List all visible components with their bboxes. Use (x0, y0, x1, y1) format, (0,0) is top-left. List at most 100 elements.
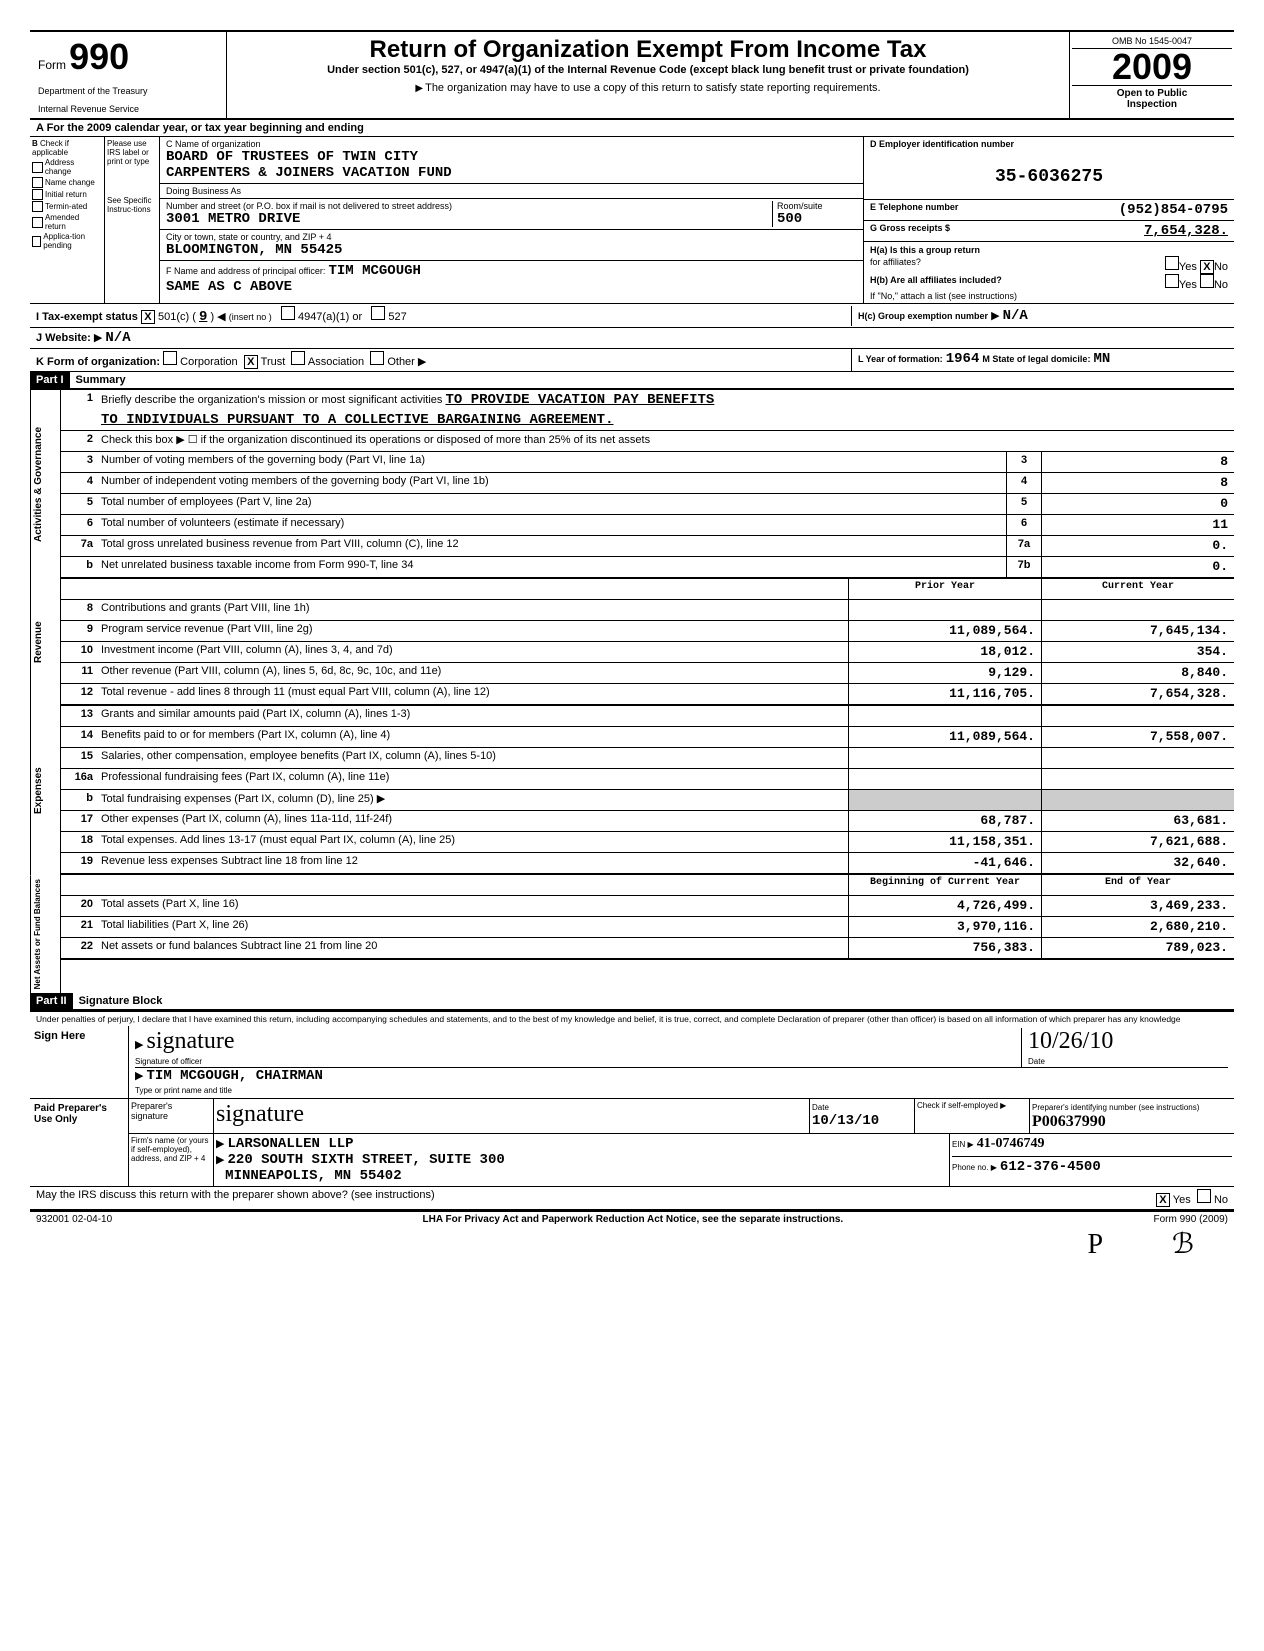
k-l-row: K Form of organization: Corporation X Tr… (30, 349, 1234, 372)
line-4: Number of independent voting members of … (97, 473, 1006, 493)
perjury-text: Under penalties of perjury, I declare th… (30, 1012, 1234, 1026)
l18p: 11,158,351. (848, 832, 1041, 852)
phone-value: (952)854-0795 (958, 202, 1228, 218)
chk-amended[interactable]: Amended return (32, 213, 102, 231)
sub-title: Under section 501(c), 527, or 4947(a)(1)… (235, 64, 1061, 76)
firm-label: Firm's name (or yours if self-employed),… (129, 1134, 214, 1186)
prep-date: 10/13/10 (812, 1113, 879, 1129)
preparer-signature: signature (214, 1099, 809, 1133)
line-19: Revenue less expenses Subtract line 18 f… (97, 853, 848, 873)
line-7b: Net unrelated business taxable income fr… (97, 557, 1006, 577)
officer-sig-date: 10/26/10 (1028, 1028, 1113, 1054)
line-5: Total number of employees (Part V, line … (97, 494, 1006, 514)
main-title: Return of Organization Exempt From Incom… (235, 36, 1061, 64)
hb-label: H(b) Are all affiliates included? (870, 275, 1002, 285)
line-15: Salaries, other compensation, employee b… (97, 748, 848, 768)
city-state-zip: BLOOMINGTON, MN 55425 (166, 242, 857, 258)
open-label: Open to Public (1117, 88, 1188, 99)
chk-terminated[interactable]: Termin-ated (32, 201, 102, 212)
tax-year: 2009 (1072, 49, 1232, 85)
part2-header: Part II Signature Block (30, 993, 1234, 1010)
mission-text-1: TO PROVIDE VACATION PAY BENEFITS (445, 392, 714, 408)
line-7a: Total gross unrelated business revenue f… (97, 536, 1006, 556)
sign-here-label: Sign Here (30, 1026, 129, 1098)
side-activities: Activities & Governance (30, 390, 60, 579)
j-row: J Website: ▶ N/A (30, 328, 1234, 349)
f-label: F Name and address of principal officer: (166, 266, 325, 276)
hb-note: If "No," attach a list (see instructions… (870, 291, 1228, 301)
d-label: D Employer identification number (870, 139, 1228, 149)
dept-treasury: Department of the Treasury (38, 86, 218, 96)
discuss-yes-chk[interactable]: X (1156, 1193, 1170, 1207)
sig-of-officer-label: Signature of officer (135, 1057, 202, 1066)
line-20: Total assets (Part X, line 16) (97, 896, 848, 916)
footer-code: 932001 02-04-10 (36, 1214, 112, 1225)
ha-yes-chk[interactable] (1165, 256, 1179, 270)
k-assoc-chk[interactable] (291, 351, 305, 365)
form-number: 990 (69, 36, 129, 77)
hb-no-chk[interactable] (1200, 274, 1214, 288)
l9c: 7,645,134. (1041, 621, 1234, 641)
summary-section: Activities & Governance 1 Briefly descri… (30, 390, 1234, 579)
expenses-section: Expenses 13Grants and similar amounts pa… (30, 706, 1234, 875)
k-other-chk[interactable] (370, 351, 384, 365)
side-expenses: Expenses (30, 706, 60, 875)
line-18: Total expenses. Add lines 13-17 (must eq… (97, 832, 848, 852)
l14c: 7,558,007. (1041, 727, 1234, 747)
line-10: Investment income (Part VIII, column (A)… (97, 642, 848, 662)
part1-title: Summary (70, 372, 132, 388)
l19p: -41,646. (848, 853, 1041, 873)
l9p: 11,089,564. (848, 621, 1041, 641)
j-label: J Website: (36, 332, 91, 344)
chk-name[interactable]: Name change (32, 177, 102, 188)
chk-initial[interactable]: Initial return (32, 189, 102, 200)
line-9: Program service revenue (Part VIII, line… (97, 621, 848, 641)
line-11: Other revenue (Part VIII, column (A), li… (97, 663, 848, 683)
footer: 932001 02-04-10 LHA For Privacy Act and … (30, 1211, 1234, 1227)
footer-lha: LHA For Privacy Act and Paperwork Reduct… (423, 1214, 844, 1225)
i-501c-chk[interactable]: X (141, 310, 155, 324)
l18c: 7,621,688. (1041, 832, 1234, 852)
ein-value: 35-6036275 (870, 167, 1228, 187)
date-label: Date (1028, 1057, 1045, 1066)
open-public: Open to Public Inspection (1072, 85, 1232, 112)
begin-year-head: Beginning of Current Year (848, 875, 1041, 895)
l17c: 63,681. (1041, 811, 1234, 831)
part2-label: Part II (30, 993, 73, 1009)
current-year-head: Current Year (1041, 579, 1234, 599)
self-employed-label: Check if self-employed ▶ (914, 1099, 1029, 1133)
website-value: N/A (105, 330, 130, 346)
hb-yes-chk[interactable] (1165, 274, 1179, 288)
officer-printed: TIM MCGOUGH, CHAIRMAN (147, 1068, 323, 1084)
line-3: Number of voting members of the governin… (97, 452, 1006, 472)
line-1-text: Briefly describe the organization's miss… (97, 390, 1234, 410)
firm-phone: 612-376-4500 (1000, 1159, 1101, 1175)
k-trust-chk[interactable]: X (244, 355, 258, 369)
chk-application[interactable]: Applica-tion pending (32, 232, 102, 250)
paid-preparer-label: Paid Preparer's Use Only (30, 1099, 129, 1186)
l10c: 354. (1041, 642, 1234, 662)
discuss-no-chk[interactable] (1197, 1189, 1211, 1203)
i-527-chk[interactable] (371, 306, 385, 320)
l19c: 32,640. (1041, 853, 1234, 873)
firm-ein: 41-0746749 (977, 1136, 1045, 1151)
initials: P ℬ (30, 1227, 1234, 1261)
type-print-label: Type or print name and title (135, 1086, 232, 1095)
initial-left: P (1087, 1229, 1102, 1260)
ptin-label: Preparer's identifying number (see instr… (1032, 1103, 1199, 1112)
footer-form: Form 990 (2009) (1154, 1214, 1228, 1225)
c-block: C Name of organization BOARD OF TRUSTEES… (160, 137, 863, 303)
k-corp-chk[interactable] (163, 351, 177, 365)
officer-addr: SAME AS C ABOVE (166, 279, 857, 295)
ha-no-chk[interactable]: X (1200, 260, 1214, 274)
officer-name: TIM MCGOUGH (328, 263, 420, 279)
line-3-val: 8 (1041, 452, 1234, 472)
revenue-section: Revenue Prior Year Current Year 8Contrib… (30, 579, 1234, 706)
form-word: Form (38, 58, 66, 72)
org-name-2: CARPENTERS & JOINERS VACATION FUND (166, 165, 857, 181)
chk-address[interactable]: Address change (32, 158, 102, 176)
line-6-val: 11 (1041, 515, 1234, 535)
line-16b: Total fundraising expenses (Part IX, col… (97, 790, 848, 810)
i-4947-chk[interactable] (281, 306, 295, 320)
line-7a-val: 0. (1041, 536, 1234, 556)
